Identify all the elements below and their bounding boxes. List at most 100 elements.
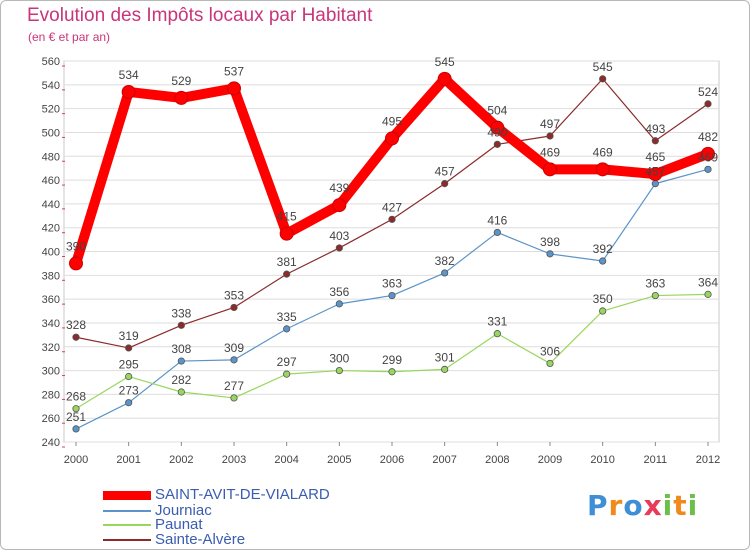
x-tick-label: 2007: [432, 454, 456, 466]
x-tick-label: 2001: [116, 454, 140, 466]
data-point: [493, 228, 501, 237]
data-point: [493, 330, 501, 338]
data-label: 490: [487, 125, 507, 139]
data-point: [177, 388, 185, 396]
data-point: [441, 269, 449, 277]
data-point: [335, 244, 343, 252]
data-point: [335, 366, 343, 375]
y-tick-label: 320: [42, 342, 60, 354]
data-point: [283, 270, 291, 278]
logo-letter: o: [623, 489, 644, 522]
data-label: 301: [435, 350, 455, 364]
data-label: 364: [698, 275, 718, 289]
data-label: 457: [645, 165, 665, 179]
logo-letter: i: [662, 489, 674, 522]
data-point: [648, 167, 663, 182]
data-point: [595, 162, 610, 177]
logo-letter: x: [643, 489, 663, 522]
data-point: [651, 291, 659, 300]
x-tick-label: 2000: [64, 454, 88, 466]
legend-label-saint-avit: SAINT-AVIT-DE-VIALARD: [155, 486, 330, 503]
data-label: 363: [645, 277, 665, 291]
data-point: [441, 180, 449, 188]
data-point: [388, 291, 396, 300]
data-label: 295: [119, 358, 139, 372]
y-tick-label: 340: [42, 318, 60, 330]
data-label: 524: [698, 85, 718, 99]
y-tick-label: 460: [42, 175, 60, 187]
x-tick-label: 2004: [274, 454, 298, 466]
data-point: [283, 370, 291, 378]
data-point: [335, 300, 343, 308]
data-point: [385, 131, 399, 146]
y-tick-label: 260: [42, 413, 60, 425]
data-point: [704, 100, 712, 108]
chart-subtitle: (en € et par an): [28, 30, 111, 44]
data-point: [177, 357, 185, 365]
data-label: 545: [435, 55, 455, 69]
y-tick-label: 400: [42, 247, 60, 259]
data-label: 482: [698, 130, 718, 144]
data-label: 308: [171, 342, 191, 356]
data-point: [283, 325, 291, 333]
data-point: [441, 365, 449, 373]
data-label: 268: [66, 390, 86, 404]
data-point: [230, 303, 238, 312]
data-point: [121, 84, 136, 99]
x-tick-label: 2003: [222, 454, 246, 466]
data-label: 390: [66, 239, 86, 253]
data-label: 504: [487, 104, 507, 118]
data-point: [125, 372, 133, 381]
y-tick-label: 520: [42, 104, 60, 116]
legend-label-journiac: Journiac: [155, 502, 212, 519]
data-label: 469: [593, 145, 613, 159]
y-tick-label: 240: [42, 437, 60, 449]
data-label: 251: [66, 410, 86, 424]
data-point: [72, 405, 80, 413]
y-tick-label: 540: [42, 80, 60, 92]
data-label: 297: [277, 355, 297, 369]
data-label: 382: [435, 254, 455, 268]
proxiti-logo: Proxiti: [587, 489, 698, 522]
data-label: 353: [224, 288, 244, 302]
data-label: 338: [171, 306, 191, 320]
data-point: [174, 90, 189, 105]
logo-letter: r: [608, 489, 624, 522]
x-tick-label: 2010: [590, 454, 614, 466]
x-tick-label: 2005: [327, 454, 351, 466]
data-point: [704, 165, 712, 173]
data-point: [546, 359, 554, 368]
data-point: [388, 215, 396, 223]
data-label: 469: [698, 150, 718, 164]
data-point: [599, 307, 607, 315]
x-tick-label: 2009: [538, 454, 562, 466]
data-label: 427: [382, 200, 402, 214]
logo-letter: i: [687, 489, 699, 522]
data-point: [72, 425, 80, 433]
data-point: [230, 394, 238, 402]
y-tick-label: 560: [42, 56, 60, 68]
data-point: [490, 120, 505, 135]
data-point: [701, 146, 715, 161]
x-tick-label: 2008: [485, 454, 509, 466]
x-tick-label: 2002: [169, 454, 193, 466]
data-point: [279, 226, 294, 241]
data-label: 381: [277, 255, 297, 269]
x-tick-label: 2012: [696, 454, 720, 466]
data-label: 457: [435, 165, 455, 179]
data-point: [388, 368, 396, 376]
data-label: 415: [277, 210, 297, 224]
legend-swatch-sainte-alvere: [103, 539, 151, 541]
x-tick-label: 2006: [380, 454, 404, 466]
data-point: [125, 344, 133, 352]
data-label: 331: [487, 315, 507, 329]
legend-swatch-paunat: [103, 524, 151, 526]
data-point: [332, 198, 347, 213]
y-tick-label: 420: [42, 223, 60, 235]
data-label: 335: [277, 310, 297, 324]
data-point: [177, 321, 185, 329]
data-point: [227, 81, 241, 96]
chart-title: Evolution des Impôts locaux par Habitant: [27, 5, 373, 26]
data-label: 529: [171, 74, 191, 88]
